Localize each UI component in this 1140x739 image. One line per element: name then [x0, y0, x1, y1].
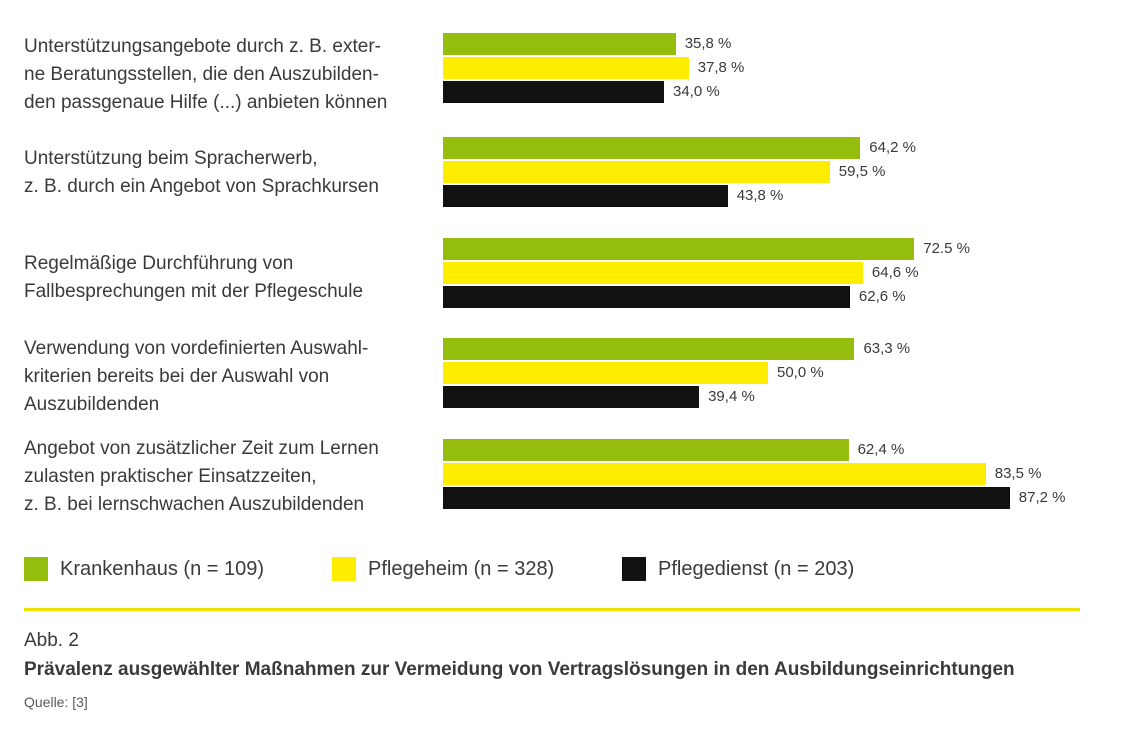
bar	[443, 386, 700, 408]
legend-swatch-pflegeheim	[332, 557, 356, 581]
bar	[443, 81, 664, 103]
category-label: Unterstützungsangebote durch z. B. exter…	[24, 36, 388, 113]
legend-label-pflegedienst: Pflegedienst (n = 203)	[658, 558, 855, 580]
caption-divider	[24, 608, 1080, 611]
category-label: Unterstützung beim Spracherwerb, z. B. d…	[24, 148, 379, 197]
data-label: 50,0 %	[777, 364, 824, 381]
bar	[443, 137, 861, 159]
bar	[443, 185, 728, 207]
chart-legend: Krankenhaus (n = 109) Pflegeheim (n = 32…	[24, 556, 1084, 582]
bar	[443, 487, 1010, 509]
category-label: Verwendung von vordefinierten Auswahl- k…	[24, 338, 369, 415]
data-label: 72.5 %	[923, 240, 970, 257]
bar	[443, 338, 855, 360]
data-label: 59,5 %	[838, 163, 886, 180]
bar	[443, 238, 915, 260]
data-label: 62,6 %	[858, 288, 906, 305]
bar	[443, 463, 986, 485]
bar	[443, 286, 850, 308]
legend-label-krankenhaus: Krankenhaus (n = 109)	[60, 558, 265, 580]
legend-label-pflegeheim: Pflegeheim (n = 328)	[368, 558, 555, 580]
figure-number: Abb. 2	[24, 630, 79, 651]
data-label: 64,6 %	[871, 264, 919, 281]
data-label: 64,2 %	[869, 139, 916, 156]
bar	[443, 362, 768, 384]
bar	[443, 439, 849, 461]
data-label: 43,8 %	[736, 187, 784, 204]
bar-chart: Unterstützungsangebote durch z. B. exter…	[24, 33, 1066, 515]
category-label: Regelmäßige Durchführung von Fallbesprec…	[24, 253, 364, 302]
data-label: 35,8 %	[684, 35, 732, 52]
data-label: 39,4 %	[708, 388, 755, 405]
data-label: 63,3 %	[863, 340, 911, 357]
bar	[443, 33, 676, 55]
bar	[443, 262, 863, 284]
figure-title: Prävalenz ausgewählter Maßnahmen zur Ver…	[24, 659, 1015, 680]
category-label: Angebot von zusätzlicher Zeit zum Lernen…	[24, 438, 379, 515]
legend-swatch-krankenhaus	[24, 557, 48, 581]
bar	[443, 57, 689, 79]
data-label: 37,8 %	[697, 59, 745, 76]
bar	[443, 161, 830, 183]
data-label: 62,4 %	[857, 441, 905, 458]
legend-swatch-pflegedienst	[622, 557, 646, 581]
data-label: 83,5 %	[994, 465, 1042, 482]
figure-source: Quelle: [3]	[24, 694, 88, 710]
data-label: 34,0 %	[673, 83, 720, 100]
data-label: 87,2 %	[1018, 489, 1066, 506]
